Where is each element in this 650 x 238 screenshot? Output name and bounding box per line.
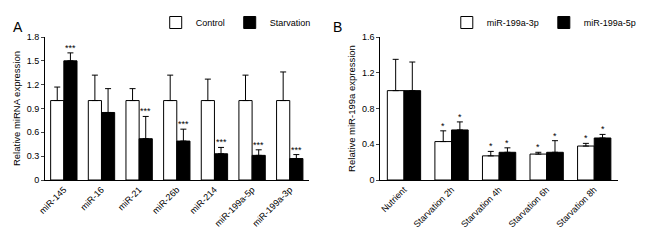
svg-text:1.2: 1.2 [362,68,375,78]
svg-text:Control: Control [196,18,225,28]
svg-text:B: B [333,19,342,35]
svg-text:1.2: 1.2 [27,80,40,90]
svg-text:miR-199a-3p: miR-199a-3p [487,18,539,28]
svg-text:0.6: 0.6 [27,127,40,137]
svg-text:0.8: 0.8 [362,104,375,114]
svg-text:*: * [505,138,509,148]
svg-text:Relative miRNA expression: Relative miRNA expression [11,51,22,166]
svg-text:***: *** [178,119,189,129]
svg-text:0: 0 [34,175,39,185]
svg-text:***: *** [65,43,76,53]
svg-text:miR-16: miR-16 [78,185,106,213]
svg-text:*: * [441,121,445,131]
svg-text:miR-145: miR-145 [37,185,68,216]
svg-text:Relative miR-199a expression: Relative miR-199a expression [346,45,357,172]
svg-text:Starvation 6h: Starvation 6h [507,185,552,230]
svg-text:*: * [553,131,557,141]
svg-text:0.9: 0.9 [27,104,40,114]
svg-text:0: 0 [369,175,374,185]
svg-text:1.8: 1.8 [27,32,40,42]
svg-text:miR-214: miR-214 [188,185,219,216]
svg-text:1.5: 1.5 [27,56,40,66]
svg-text:0.3: 0.3 [27,151,40,161]
svg-text:***: *** [216,137,227,147]
svg-text:A: A [13,19,23,35]
svg-text:miR-26b: miR-26b [150,185,181,216]
svg-text:miR-199a-3p: miR-199a-3p [250,185,294,229]
svg-text:***: *** [291,145,302,155]
svg-text:0.4: 0.4 [362,139,375,149]
svg-text:1.6: 1.6 [362,32,375,42]
svg-text:miR-199a-5p: miR-199a-5p [584,18,636,28]
svg-text:Nutrient: Nutrient [379,184,409,214]
svg-text:*: * [584,133,588,143]
svg-text:miR-21: miR-21 [116,185,144,213]
svg-text:miR-199a-5p: miR-199a-5p [213,185,257,229]
svg-text:*: * [601,124,605,134]
svg-text:*: * [536,142,540,152]
svg-text:Starvation: Starvation [270,18,311,28]
svg-text:Starvation 2h: Starvation 2h [412,185,457,230]
svg-text:***: *** [253,140,264,150]
svg-text:*: * [458,112,462,122]
svg-text:***: *** [140,106,151,116]
svg-text:*: * [489,141,493,151]
svg-text:Starvation 8h: Starvation 8h [554,185,599,230]
svg-text:Starvation 4h: Starvation 4h [459,185,504,230]
